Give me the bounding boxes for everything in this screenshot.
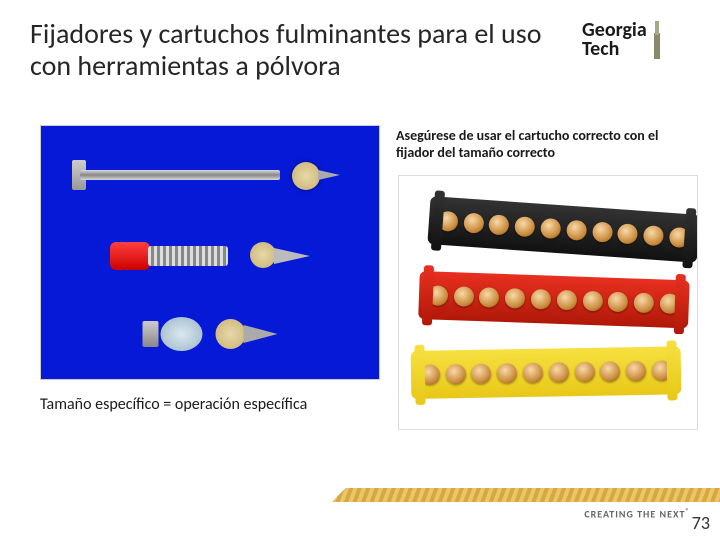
fastener-short-pin — [143, 311, 278, 356]
footer-stripe-bar — [0, 488, 720, 502]
cartridge-strip-red — [418, 271, 690, 328]
fastener-long-pin — [80, 156, 340, 196]
page-number: 73 — [692, 512, 710, 534]
cartridge-strip-black — [427, 196, 698, 263]
slide-title: Fijadores y cartuchos fulminantes para e… — [30, 18, 570, 82]
georgia-tech-logo: Georgia Tech — [582, 20, 702, 60]
caption-cartridge-warning: Asegúrese de usar el cartucho correcto c… — [396, 128, 696, 162]
cartridge-strip-yellow — [411, 346, 682, 399]
cartridge-strips-image — [398, 175, 698, 430]
logo-text: Georgia Tech — [582, 21, 647, 59]
fasteners-image — [40, 125, 380, 380]
caption-size-operation: Tamaño específico = operación específica — [40, 395, 307, 414]
logo-line2: Tech — [582, 37, 619, 61]
tower-icon — [651, 21, 663, 59]
fastener-threaded-stud — [110, 236, 310, 276]
footer-tagline: CREATING THE NEXT® — [584, 506, 690, 520]
